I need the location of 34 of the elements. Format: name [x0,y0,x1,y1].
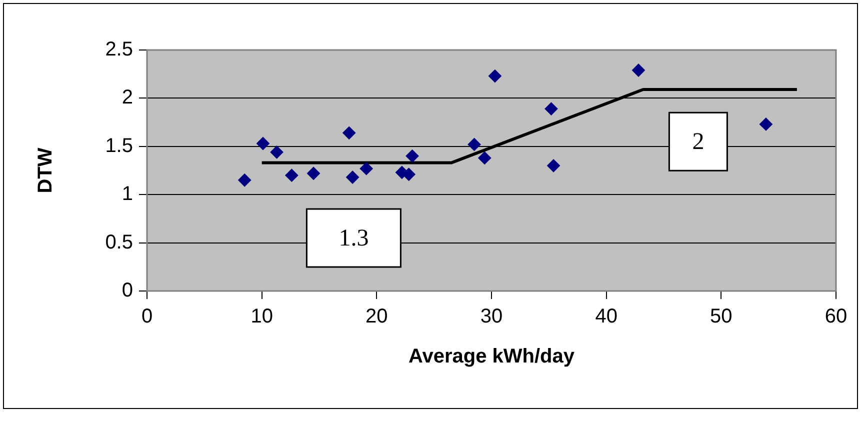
point [238,174,252,187]
point [342,126,356,140]
y-tick-label: 2 [122,86,133,109]
x-tick-label: 50 [710,306,732,328]
point [632,64,645,77]
point [547,159,560,172]
point [402,168,416,181]
point [270,146,284,159]
point [406,150,419,163]
point [307,166,320,180]
x-tick-label: 60 [824,306,848,328]
point [759,118,772,131]
x-tick-label: 20 [366,306,388,328]
y-tick-label: 0.5 [105,231,133,254]
x-tick-label: 10 [250,306,273,328]
y-axis-title: DTW [34,148,57,194]
point [488,70,502,83]
point [360,162,373,176]
point [285,168,298,182]
annotation: 2 [692,128,704,155]
point [346,170,360,184]
point [468,138,481,151]
y-tick-label: 1.5 [105,134,133,157]
x-tick-label: 40 [595,306,618,328]
x-tick-label: 30 [480,306,503,328]
y-tick-label: 1 [122,183,133,206]
point [544,102,558,116]
point [256,137,270,150]
point [478,151,492,164]
x-axis-title: Average kWh/day [408,346,576,368]
y-tick-label: 0 [122,280,133,302]
y-tick-label: 2.5 [105,38,133,61]
annotation: 1.3 [338,225,369,252]
x-tick-label: 0 [141,306,153,328]
